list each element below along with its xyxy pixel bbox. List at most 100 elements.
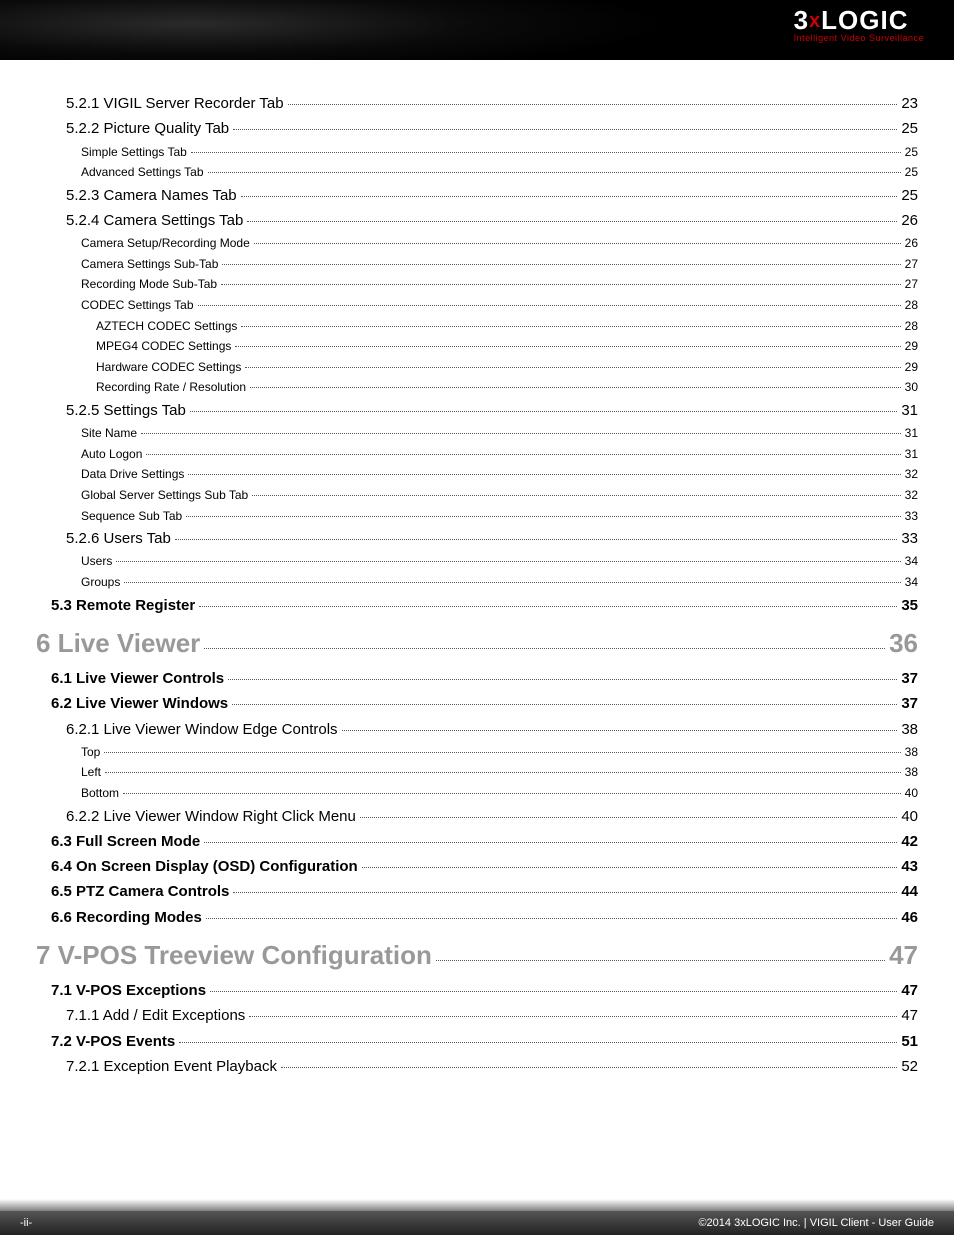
toc-label: 6.2 Live Viewer Windows (51, 692, 228, 715)
toc-leader-dots (146, 453, 900, 455)
toc-page-num: 28 (905, 317, 918, 336)
toc-leader-dots (362, 866, 898, 868)
toc-label: 5.2.1 VIGIL Server Recorder Tab (66, 92, 284, 115)
toc-entry[interactable]: 6.2.1 Live Viewer Window Edge Controls38 (66, 718, 918, 741)
toc-page-num: 25 (905, 143, 918, 162)
toc-entry[interactable]: 6.2 Live Viewer Windows 37 (51, 692, 918, 715)
toc-page-num: 34 (905, 552, 918, 571)
toc-label: 6.5 PTZ Camera Controls (51, 880, 229, 903)
toc-entry[interactable]: Users34 (81, 552, 918, 571)
toc-entry[interactable]: Top38 (81, 743, 918, 762)
toc-entry[interactable]: 7.1.1 Add / Edit Exceptions47 (66, 1004, 918, 1027)
toc-label: 6.6 Recording Modes (51, 906, 202, 929)
toc-leader-dots (141, 432, 901, 434)
toc-label: 5.2.3 Camera Names Tab (66, 184, 237, 207)
toc-page-num: 25 (901, 184, 918, 207)
toc-leader-dots (228, 678, 897, 680)
toc-page-num: 36 (889, 623, 918, 663)
toc-entry[interactable]: Camera Settings Sub-Tab27 (81, 255, 918, 274)
toc-entry[interactable]: Simple Settings Tab25 (81, 143, 918, 162)
toc-entry[interactable]: Advanced Settings Tab25 (81, 163, 918, 182)
footer-copyright: ©2014 3xLOGIC Inc. | VIGIL Client - User… (698, 1217, 934, 1229)
toc-page-num: 23 (901, 92, 918, 115)
toc-leader-dots (436, 959, 885, 961)
toc-page-num: 32 (905, 486, 918, 505)
toc-label: 7 V-POS Treeview Configuration (36, 935, 432, 975)
footer-page-num: -ii- (20, 1217, 32, 1229)
toc-entry[interactable]: 5.2.6 Users Tab 33 (66, 527, 918, 550)
toc-entry[interactable]: 7.1 V-POS Exceptions47 (51, 979, 918, 1002)
toc-entry[interactable]: Recording Rate / Resolution30 (96, 378, 918, 397)
toc-entry[interactable]: Auto Logon 31 (81, 445, 918, 464)
toc-entry[interactable]: 6 Live Viewer36 (36, 623, 918, 663)
toc-page-num: 33 (901, 527, 918, 550)
toc-entry[interactable]: 6.4 On Screen Display (OSD) Configuratio… (51, 855, 918, 878)
toc-page-num: 40 (901, 805, 918, 828)
toc-label: Groups (81, 573, 120, 592)
toc-entry[interactable]: Hardware CODEC Settings29 (96, 358, 918, 377)
toc-label: Auto Logon (81, 445, 142, 464)
toc-entry[interactable]: 7 V-POS Treeview Configuration 47 (36, 935, 918, 975)
toc-page-num: 37 (901, 692, 918, 715)
toc-label: 5.3 Remote Register (51, 594, 195, 617)
toc-entry[interactable]: 5.2.2 Picture Quality Tab25 (66, 117, 918, 140)
toc-leader-dots (208, 171, 901, 173)
toc-page-num: 51 (901, 1030, 918, 1053)
toc-entry[interactable]: 5.2.1 VIGIL Server Recorder Tab 23 (66, 92, 918, 115)
toc-page-num: 47 (889, 935, 918, 975)
toc-entry[interactable]: Sequence Sub Tab33 (81, 507, 918, 526)
logo-post: LOGIC (821, 5, 908, 35)
toc-entry[interactable]: 7.2 V-POS Events51 (51, 1030, 918, 1053)
toc-entry[interactable]: Camera Setup/Recording Mode26 (81, 234, 918, 253)
toc-entry[interactable]: 5.2.5 Settings Tab31 (66, 399, 918, 422)
toc-entry[interactable]: 6.2.2 Live Viewer Window Right Click Men… (66, 805, 918, 828)
toc-label: Left (81, 763, 101, 782)
toc-entry[interactable]: Recording Mode Sub-Tab27 (81, 275, 918, 294)
toc-label: 6.3 Full Screen Mode (51, 830, 200, 853)
toc-page-num: 31 (901, 399, 918, 422)
toc-entry[interactable]: Data Drive Settings32 (81, 465, 918, 484)
toc-leader-dots (342, 729, 898, 731)
toc-leader-dots (199, 605, 897, 607)
toc-entry[interactable]: 6.3 Full Screen Mode 42 (51, 830, 918, 853)
footer-bar: -ii- ©2014 3xLOGIC Inc. | VIGIL Client -… (0, 1211, 954, 1235)
toc-page-num: 40 (905, 784, 918, 803)
toc-page-num: 29 (905, 337, 918, 356)
toc-entry[interactable]: 6.6 Recording Modes46 (51, 906, 918, 929)
toc-leader-dots (247, 220, 897, 222)
toc-label: 6.2.2 Live Viewer Window Right Click Men… (66, 805, 356, 828)
toc-label: AZTECH CODEC Settings (96, 317, 237, 336)
toc-entry[interactable]: 5.2.3 Camera Names Tab 25 (66, 184, 918, 207)
toc-label: 7.1.1 Add / Edit Exceptions (66, 1004, 245, 1027)
toc-leader-dots (233, 891, 897, 893)
toc-page-num: 32 (905, 465, 918, 484)
toc-entry[interactable]: Groups34 (81, 573, 918, 592)
toc-entry[interactable]: Bottom 40 (81, 784, 918, 803)
toc-entry[interactable]: 6.1 Live Viewer Controls37 (51, 667, 918, 690)
toc-entry[interactable]: Global Server Settings Sub Tab32 (81, 486, 918, 505)
toc-leader-dots (233, 128, 897, 130)
toc-leader-dots (123, 792, 901, 794)
toc-entry[interactable]: MPEG4 CODEC Settings29 (96, 337, 918, 356)
toc-entry[interactable]: 5.3 Remote Register 35 (51, 594, 918, 617)
toc-leader-dots (221, 283, 901, 285)
toc-page-num: 31 (905, 445, 918, 464)
toc-entry[interactable]: AZTECH CODEC Settings 28 (96, 317, 918, 336)
toc-entry[interactable]: Site Name31 (81, 424, 918, 443)
toc-entry[interactable]: 6.5 PTZ Camera Controls44 (51, 880, 918, 903)
toc-entry[interactable]: Left38 (81, 763, 918, 782)
toc-entry[interactable]: CODEC Settings Tab28 (81, 296, 918, 315)
toc-page-num: 25 (901, 117, 918, 140)
toc-label: 6.4 On Screen Display (OSD) Configuratio… (51, 855, 358, 878)
toc-leader-dots (232, 703, 897, 705)
toc-page-num: 35 (901, 594, 918, 617)
toc-label: Bottom (81, 784, 119, 803)
toc-leader-dots (179, 1041, 897, 1043)
toc-entry[interactable]: 7.2.1 Exception Event Playback52 (66, 1055, 918, 1078)
toc-page-num: 42 (901, 830, 918, 853)
toc-label: 5.2.6 Users Tab (66, 527, 171, 550)
toc-entry[interactable]: 5.2.4 Camera Settings Tab26 (66, 209, 918, 232)
brand-logo: 3xLOGIC Intelligent Video Surveillance (794, 5, 924, 43)
toc-label: Advanced Settings Tab (81, 163, 204, 182)
logo-tagline: Intelligent Video Surveillance (794, 33, 924, 43)
